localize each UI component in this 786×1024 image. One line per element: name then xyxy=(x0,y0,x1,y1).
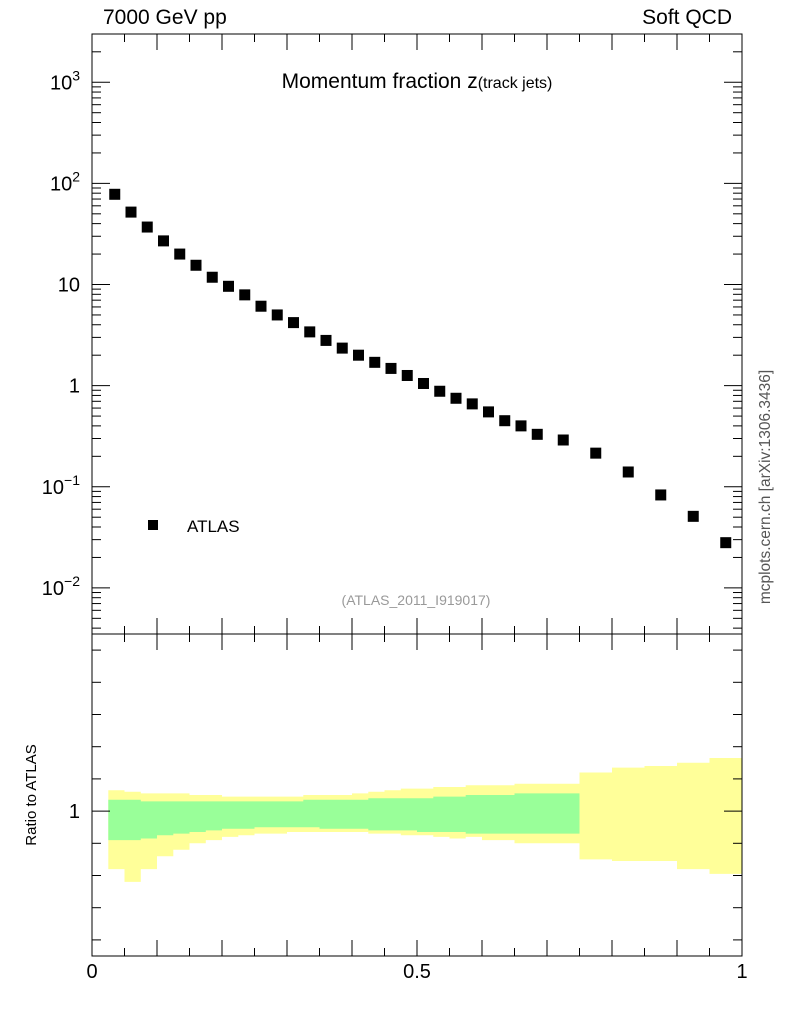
x-tick-label: 1 xyxy=(736,961,747,983)
chart-title: Momentum fraction z(track jets) xyxy=(282,70,553,93)
legend-label: ATLAS xyxy=(187,517,240,536)
data-point xyxy=(531,428,543,440)
stat-band-group xyxy=(108,793,580,841)
data-point xyxy=(450,392,462,404)
data-point xyxy=(353,349,364,361)
data-point xyxy=(418,377,429,389)
data-point xyxy=(109,188,121,200)
chart-title-sub: (track jets) xyxy=(478,75,553,92)
data-points-group xyxy=(109,188,732,549)
data-point xyxy=(304,326,316,338)
data-point xyxy=(125,206,137,218)
tick-label-exponent: −2 xyxy=(64,573,80,589)
tick-label-exponent: 2 xyxy=(72,168,80,184)
ratio-axis-ticks: 1 xyxy=(69,649,742,941)
data-point xyxy=(369,356,381,368)
tick-label-base: 10 xyxy=(42,578,64,600)
main-panel-frame xyxy=(91,33,743,635)
x-tick-label: 0.5 xyxy=(403,961,431,983)
ratio-y-label: Ratio to ATLAS xyxy=(23,744,40,845)
tick-label-base: 10 xyxy=(42,477,64,499)
tick-label-exponent: 3 xyxy=(72,67,80,83)
data-point xyxy=(687,510,699,522)
data-point xyxy=(434,385,446,397)
main-y-tick-label: 10 xyxy=(58,275,80,297)
main-y-tick-label: 1 xyxy=(69,376,80,398)
analysis-tag: (ATLAS_2011_I919017) xyxy=(342,592,491,608)
tick-label-base: 10 xyxy=(50,72,72,94)
data-point xyxy=(255,300,267,312)
ratio-y-tick-label: 1 xyxy=(69,801,80,823)
main-y-tick-label: 103 xyxy=(50,67,80,94)
data-point xyxy=(239,289,251,301)
data-point xyxy=(206,271,218,283)
data-point xyxy=(720,537,732,549)
data-point xyxy=(385,362,397,374)
data-point xyxy=(190,259,202,271)
data-point xyxy=(655,489,667,501)
data-point xyxy=(158,235,169,247)
chart-title-main: Momentum fraction z xyxy=(282,70,478,93)
data-point xyxy=(499,415,511,427)
tick-label-exponent: −1 xyxy=(64,472,80,488)
x-tick-label: 0 xyxy=(86,961,97,983)
main-y-tick-label: 10−1 xyxy=(42,472,80,499)
stat-band-0 xyxy=(108,793,580,841)
legend-marker xyxy=(148,520,158,530)
data-point xyxy=(557,434,569,446)
main-y-tick-label: 102 xyxy=(50,168,80,195)
main-y-tick-label: 10−2 xyxy=(42,573,80,600)
data-point xyxy=(174,248,186,260)
data-point xyxy=(466,398,478,410)
data-point xyxy=(515,420,527,432)
data-point xyxy=(483,406,494,418)
data-point xyxy=(622,466,634,478)
data-point xyxy=(336,342,348,354)
data-point xyxy=(288,317,299,329)
data-point xyxy=(401,369,413,381)
tick-label-base: 10 xyxy=(50,173,72,195)
data-point xyxy=(141,221,153,233)
data-point xyxy=(271,309,283,321)
header-process-label: Soft QCD xyxy=(642,6,732,29)
header-energy-label: 7000 GeV pp xyxy=(103,6,227,29)
data-point xyxy=(590,447,602,459)
x-axis-ticks: 0 0.5 1 xyxy=(86,34,748,983)
data-point xyxy=(223,280,234,292)
data-point xyxy=(320,334,332,346)
